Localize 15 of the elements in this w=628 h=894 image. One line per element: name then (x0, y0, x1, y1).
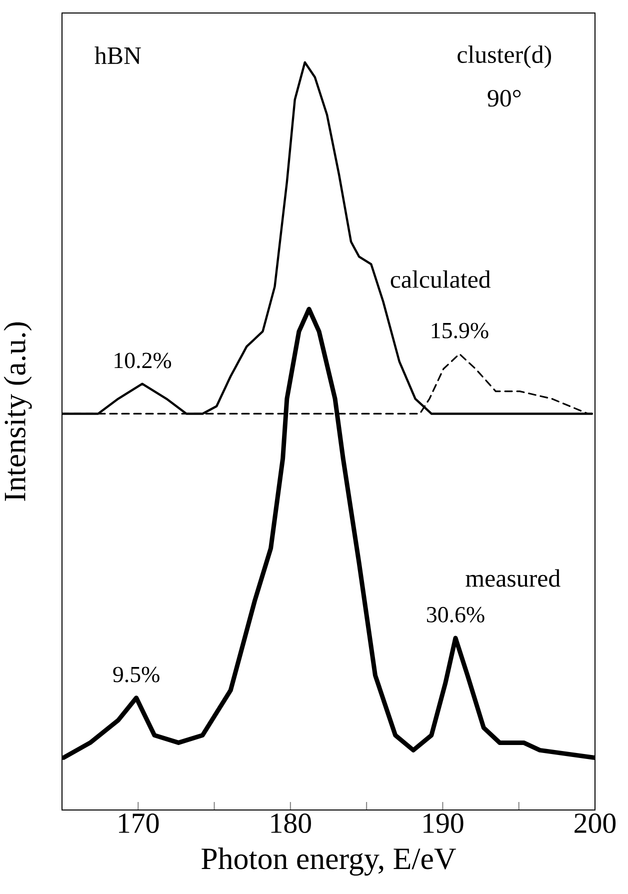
annotation: 15.9% (432, 322, 488, 338)
annotation: 30.6% (427, 606, 484, 623)
x-tick-label: 170 (119, 814, 159, 834)
x-tick-label: 190 (424, 814, 464, 834)
annotation: 9.5% (113, 666, 160, 682)
x-tick-label: 200 (574, 814, 616, 834)
annotation: 10.2% (114, 352, 172, 368)
x-tick-label: 180 (271, 814, 311, 834)
text: measured (466, 569, 560, 587)
series-label: calculated (390, 270, 491, 288)
annotation: 90° (488, 90, 521, 107)
annotation: cluster(d) (458, 46, 552, 68)
x-axis-title: Photon energy, E/eV (202, 848, 456, 876)
annotation: hBN (94, 46, 141, 64)
y-axis-title: Intensity (a.u.) (4, 322, 32, 501)
